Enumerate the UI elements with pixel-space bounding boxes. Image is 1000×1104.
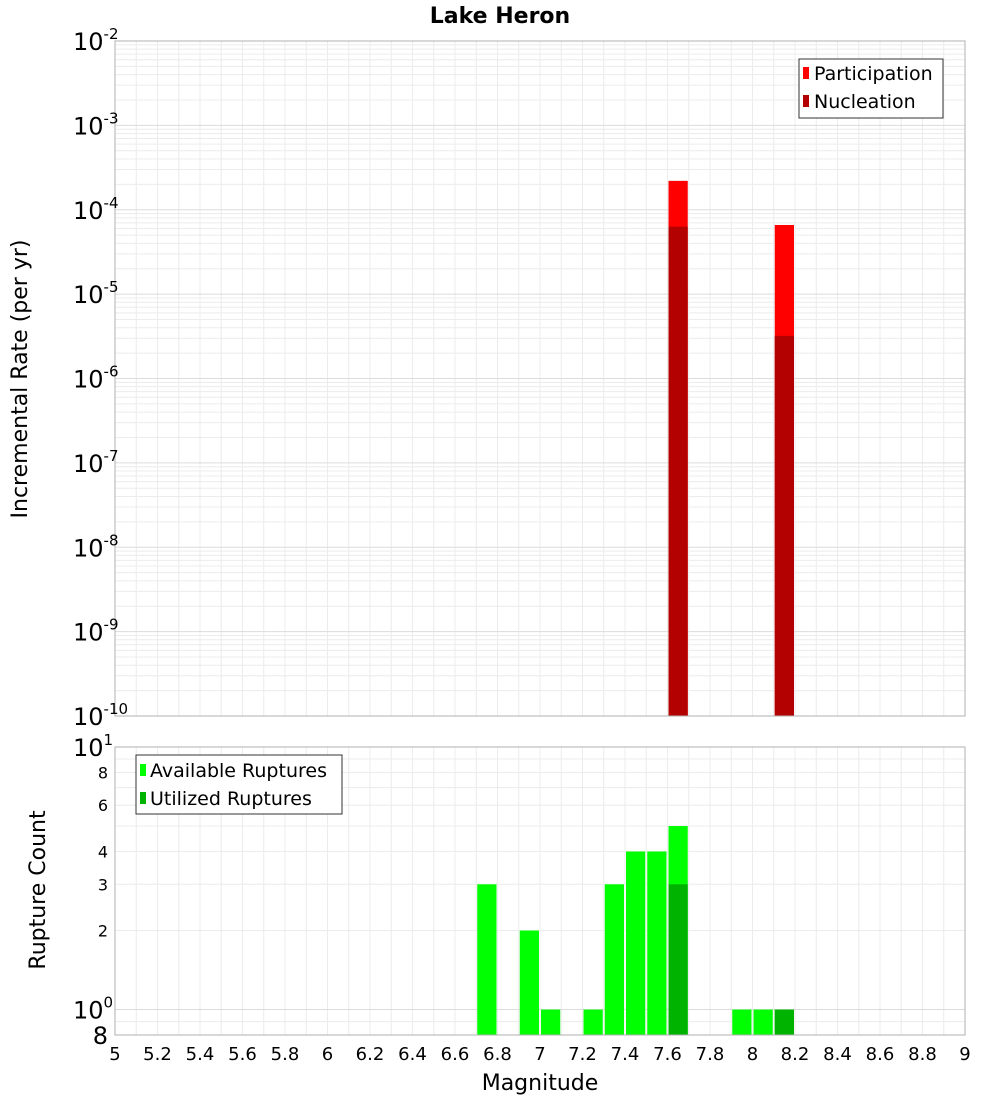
top-y-tick-label: 10-10 — [73, 700, 128, 731]
bottom-y-tick-label: 6 — [98, 796, 108, 815]
bottom-bar-utilized-ruptures — [774, 1009, 794, 1035]
top-y-tick-label: 10-9 — [73, 616, 119, 647]
x-tick-label: 8 — [747, 1044, 758, 1065]
chart-title: Lake Heron — [430, 4, 570, 29]
bottom-bar-available-ruptures — [477, 884, 497, 1035]
x-tick-label: 5.2 — [143, 1044, 172, 1065]
bottom-legend-swatch — [140, 764, 146, 776]
bottom-bar-available-ruptures — [604, 884, 624, 1035]
x-tick-label: 6.2 — [356, 1044, 385, 1065]
x-tick-label: 7.8 — [696, 1044, 725, 1065]
bottom-legend-label: Utilized Ruptures — [150, 788, 312, 810]
bottom-y-tick-label: 100 — [73, 994, 113, 1025]
top-y-tick-label: 10-8 — [73, 531, 119, 562]
x-tick-label: 6.4 — [398, 1044, 427, 1065]
bottom-legend-label: Available Ruptures — [150, 760, 327, 782]
bottom-bar-available-ruptures — [541, 1009, 561, 1035]
x-tick-label: 6 — [322, 1044, 333, 1065]
top-y-tick-label: 10-7 — [73, 447, 119, 478]
top-y-tick-label: 10-4 — [73, 194, 119, 225]
x-tick-label: 6.8 — [483, 1044, 512, 1065]
bottom-y-tick-label: 101 — [73, 731, 113, 762]
top-legend-swatch — [803, 67, 809, 79]
bottom-legend: Available Ruptures Utilized Ruptures — [135, 754, 343, 815]
x-tick-label: 5.6 — [228, 1044, 257, 1065]
bottom-bar-available-ruptures — [626, 851, 646, 1035]
bottom-bar-available-ruptures — [519, 930, 539, 1035]
bottom-bar-available-ruptures — [753, 1009, 773, 1035]
bottom-y-axis-label: Rupture Count — [26, 810, 51, 970]
bottom-legend-box — [135, 754, 343, 815]
top-plot-border — [114, 40, 966, 717]
x-tick-label: 7.2 — [568, 1044, 597, 1065]
x-tick-label: 8.2 — [781, 1044, 810, 1065]
x-tick-label: 8.6 — [866, 1044, 895, 1065]
bottom-bar-available-ruptures — [647, 851, 667, 1035]
top-bar-nucleation — [668, 226, 688, 716]
top-legend-box — [798, 58, 944, 119]
bottom-y-tick-label: 8 — [98, 763, 108, 782]
top-y-tick-label: 10-2 — [73, 25, 119, 56]
x-axis-label: Magnitude — [482, 1071, 599, 1096]
top-legend-swatch — [803, 95, 809, 107]
bottom-plot-border — [114, 746, 966, 1036]
top-legend: Participation Nucleation — [798, 58, 944, 119]
bottom-y-tick-label: 4 — [98, 842, 108, 861]
x-tick-label: 8.4 — [823, 1044, 852, 1065]
x-tick-label: 8.8 — [908, 1044, 937, 1065]
top-y-axis-label: Incremental Rate (per yr) — [8, 240, 33, 519]
x-tick-label: 9 — [959, 1044, 970, 1065]
top-panel: 10-10 10-9 10-8 10-7 10-6 10-5 10-4 10-3 10-2 Par… — [73, 25, 966, 731]
top-legend-label: Nucleation — [814, 91, 916, 113]
top-bar-nucleation — [774, 335, 794, 716]
x-tick-label: 7.6 — [653, 1044, 682, 1065]
x-tick-label: 7.4 — [611, 1044, 640, 1065]
x-tick-label: 5.4 — [186, 1044, 215, 1065]
top-y-tick-label: 10-5 — [73, 278, 119, 309]
bottom-bar-available-ruptures — [583, 1009, 603, 1035]
top-legend-label: Participation — [814, 63, 933, 85]
top-y-tick-label: 10-3 — [73, 109, 119, 140]
x-tick-label: 7 — [534, 1044, 545, 1065]
bottom-bar-utilized-ruptures — [668, 884, 688, 1035]
bottom-y-tick-label: 2 — [98, 922, 108, 941]
x-tick-label: 5.8 — [271, 1044, 300, 1065]
bottom-bar-available-ruptures — [732, 1009, 752, 1035]
bottom-y-tick-label: 8 — [93, 1022, 108, 1050]
x-tick-label: 6.6 — [441, 1044, 470, 1065]
bottom-legend-swatch — [140, 792, 146, 804]
bottom-y-tick-label: 3 — [98, 875, 108, 894]
x-tick-label: 5 — [109, 1044, 120, 1065]
top-y-tick-label: 10-6 — [73, 363, 119, 394]
